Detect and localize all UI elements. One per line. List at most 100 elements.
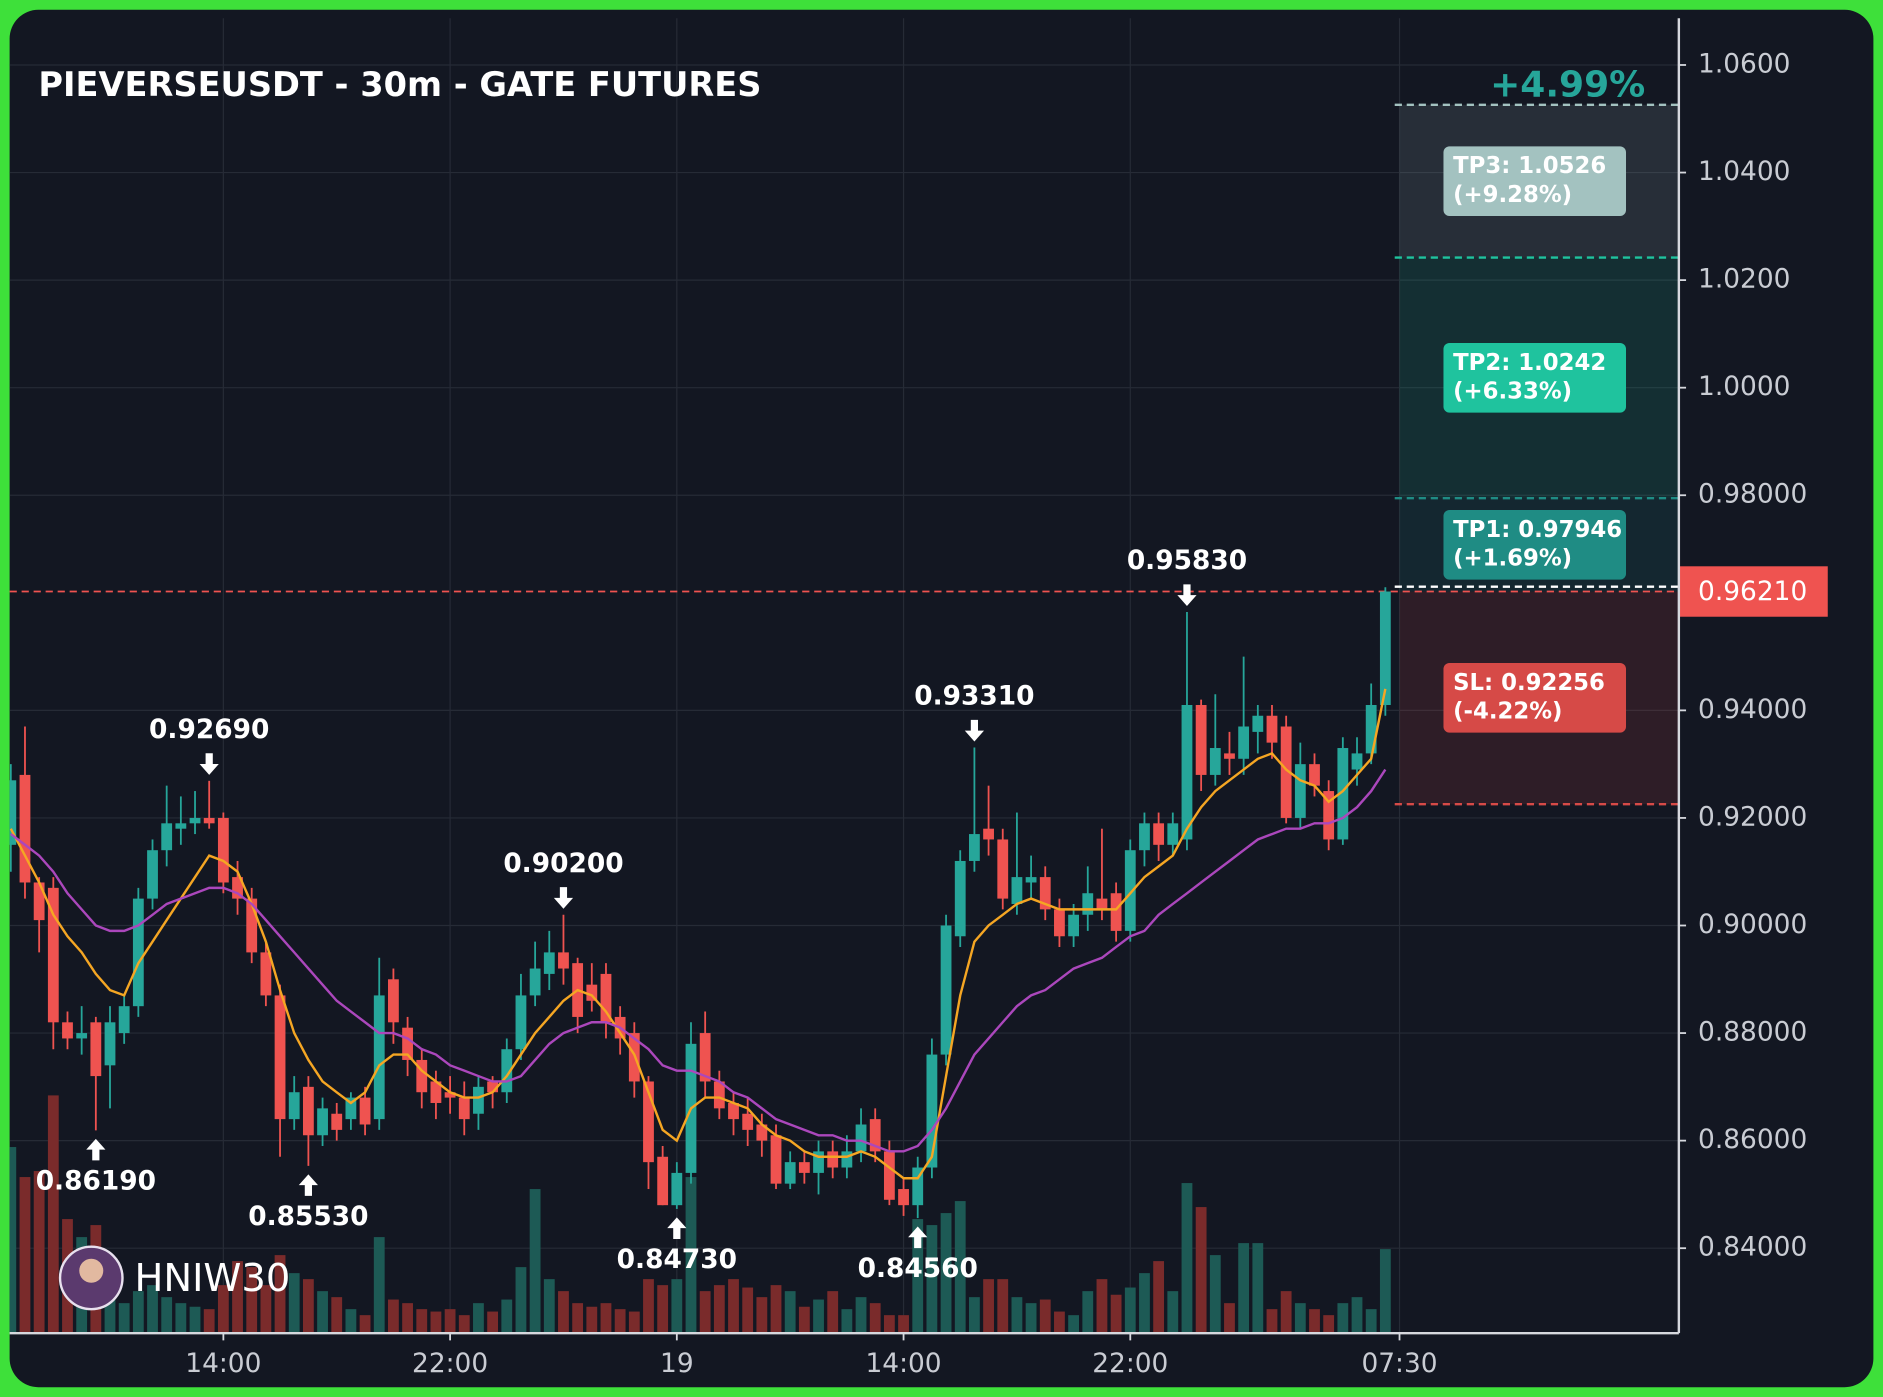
volume-bar <box>855 1297 867 1334</box>
volume-bar <box>1309 1309 1320 1334</box>
level-label: SL: 0.92256 <box>1453 670 1605 696</box>
volume-bar <box>954 1201 966 1334</box>
annotation-label: 0.90200 <box>503 848 623 879</box>
candle-body <box>898 1189 909 1206</box>
candle-body <box>76 1033 88 1039</box>
volume-bar <box>288 1273 300 1334</box>
candle-body <box>274 995 286 1120</box>
x-tick-label: 22:00 <box>412 1348 488 1379</box>
candle-body <box>1252 715 1264 732</box>
avatar-face <box>79 1258 104 1283</box>
volume-bar <box>1323 1315 1335 1334</box>
x-tick-label: 14:00 <box>185 1348 261 1379</box>
candle-body <box>9 780 17 845</box>
volume-bar <box>912 1219 924 1334</box>
watermark: HNIW30 <box>135 1256 291 1301</box>
volume-bar <box>1224 1303 1235 1334</box>
candle-body <box>997 839 1009 899</box>
candle-body <box>543 952 555 974</box>
volume-bar <box>1238 1243 1250 1334</box>
x-tick-label: 19 <box>660 1348 694 1379</box>
volume-bar <box>161 1297 173 1334</box>
candle-body <box>784 1162 796 1184</box>
candle-body <box>1351 753 1363 770</box>
volume-bar <box>246 1267 258 1334</box>
candle-body <box>317 1108 328 1136</box>
volume-bar <box>728 1279 739 1334</box>
volume-bar <box>1082 1291 1094 1334</box>
candle-body <box>1209 748 1221 775</box>
volume-bar <box>1294 1303 1306 1334</box>
candle-body <box>104 1022 116 1066</box>
candle-body <box>558 952 569 969</box>
volume-bar <box>529 1189 541 1334</box>
y-tick-label: 0.90000 <box>1698 909 1807 940</box>
level-box <box>1443 510 1627 580</box>
y-tick-label: 1.0000 <box>1698 371 1790 402</box>
candle-body <box>1224 753 1235 759</box>
candle-body <box>1082 893 1094 915</box>
candle-body <box>90 1022 102 1077</box>
volume-bar <box>104 1285 116 1334</box>
annotation-arrow <box>908 1226 928 1249</box>
candle-body <box>1294 764 1306 818</box>
volume-bar <box>1365 1309 1377 1334</box>
candle-body <box>713 1081 725 1109</box>
volume-bar <box>1379 1249 1391 1334</box>
candle-body <box>1337 748 1349 840</box>
annotation-arrow <box>86 1138 106 1161</box>
volume-bar <box>827 1291 839 1334</box>
volume-bar <box>1139 1273 1150 1334</box>
volume-bar <box>983 1279 994 1334</box>
candle-body <box>756 1124 768 1141</box>
candle-body <box>1323 791 1335 840</box>
price-label-box <box>1678 566 1828 617</box>
level-change: (-4.22%) <box>1453 699 1562 725</box>
volume-bar <box>473 1303 484 1334</box>
volume-bar <box>756 1297 768 1334</box>
candle-body <box>473 1086 484 1114</box>
volume-bar <box>798 1306 810 1334</box>
level-change: (+6.33%) <box>1453 379 1572 405</box>
overlay: 1.0600 1.0400 1.0200 1.0000 0.98000 0.94000 0.… <box>36 48 1828 1379</box>
moving-average-line <box>9 688 1387 1180</box>
candle-body <box>203 817 215 824</box>
annotation-label: 0.86190 <box>36 1166 156 1197</box>
candle-body <box>855 1124 867 1152</box>
volume-bar <box>47 1095 59 1334</box>
x-tick-label: 22:00 <box>1092 1348 1168 1379</box>
volume-bar <box>572 1303 584 1334</box>
candle-body <box>1025 877 1037 883</box>
candle-body <box>161 823 173 851</box>
candle-body <box>373 995 385 1120</box>
y-tick-label: 1.0600 <box>1698 48 1790 79</box>
candle-body <box>1110 893 1122 931</box>
candle-body <box>19 774 31 883</box>
level-label: TP3: 1.0526 <box>1453 153 1606 179</box>
volume-bar <box>118 1303 130 1334</box>
y-tick-label: 1.0200 <box>1698 264 1790 295</box>
candle-body <box>402 1027 413 1060</box>
annotation-label: 0.93310 <box>914 681 1034 712</box>
volume-bar <box>770 1285 782 1334</box>
volume-bar <box>1209 1255 1221 1334</box>
candle-body <box>430 1081 442 1103</box>
y-tick-label: 0.86000 <box>1698 1124 1807 1155</box>
candle-body <box>1068 914 1080 937</box>
volume-bar <box>1252 1243 1264 1334</box>
candle-body <box>47 887 59 1023</box>
volume-bar <box>1011 1297 1023 1334</box>
candle-body <box>118 1006 130 1034</box>
volume-bar <box>926 1225 938 1334</box>
volume-bar <box>869 1303 881 1334</box>
volume-bar <box>487 1311 499 1334</box>
candle-body <box>1266 715 1278 743</box>
volume-bar <box>742 1287 754 1334</box>
volume-bar <box>671 1279 683 1334</box>
annotation-label: 0.92690 <box>149 714 269 745</box>
volume-bar <box>543 1279 555 1334</box>
candle-body <box>883 1151 895 1200</box>
candle-body <box>657 1156 669 1206</box>
volume-bar <box>501 1299 513 1334</box>
volume-bar <box>1124 1287 1136 1334</box>
